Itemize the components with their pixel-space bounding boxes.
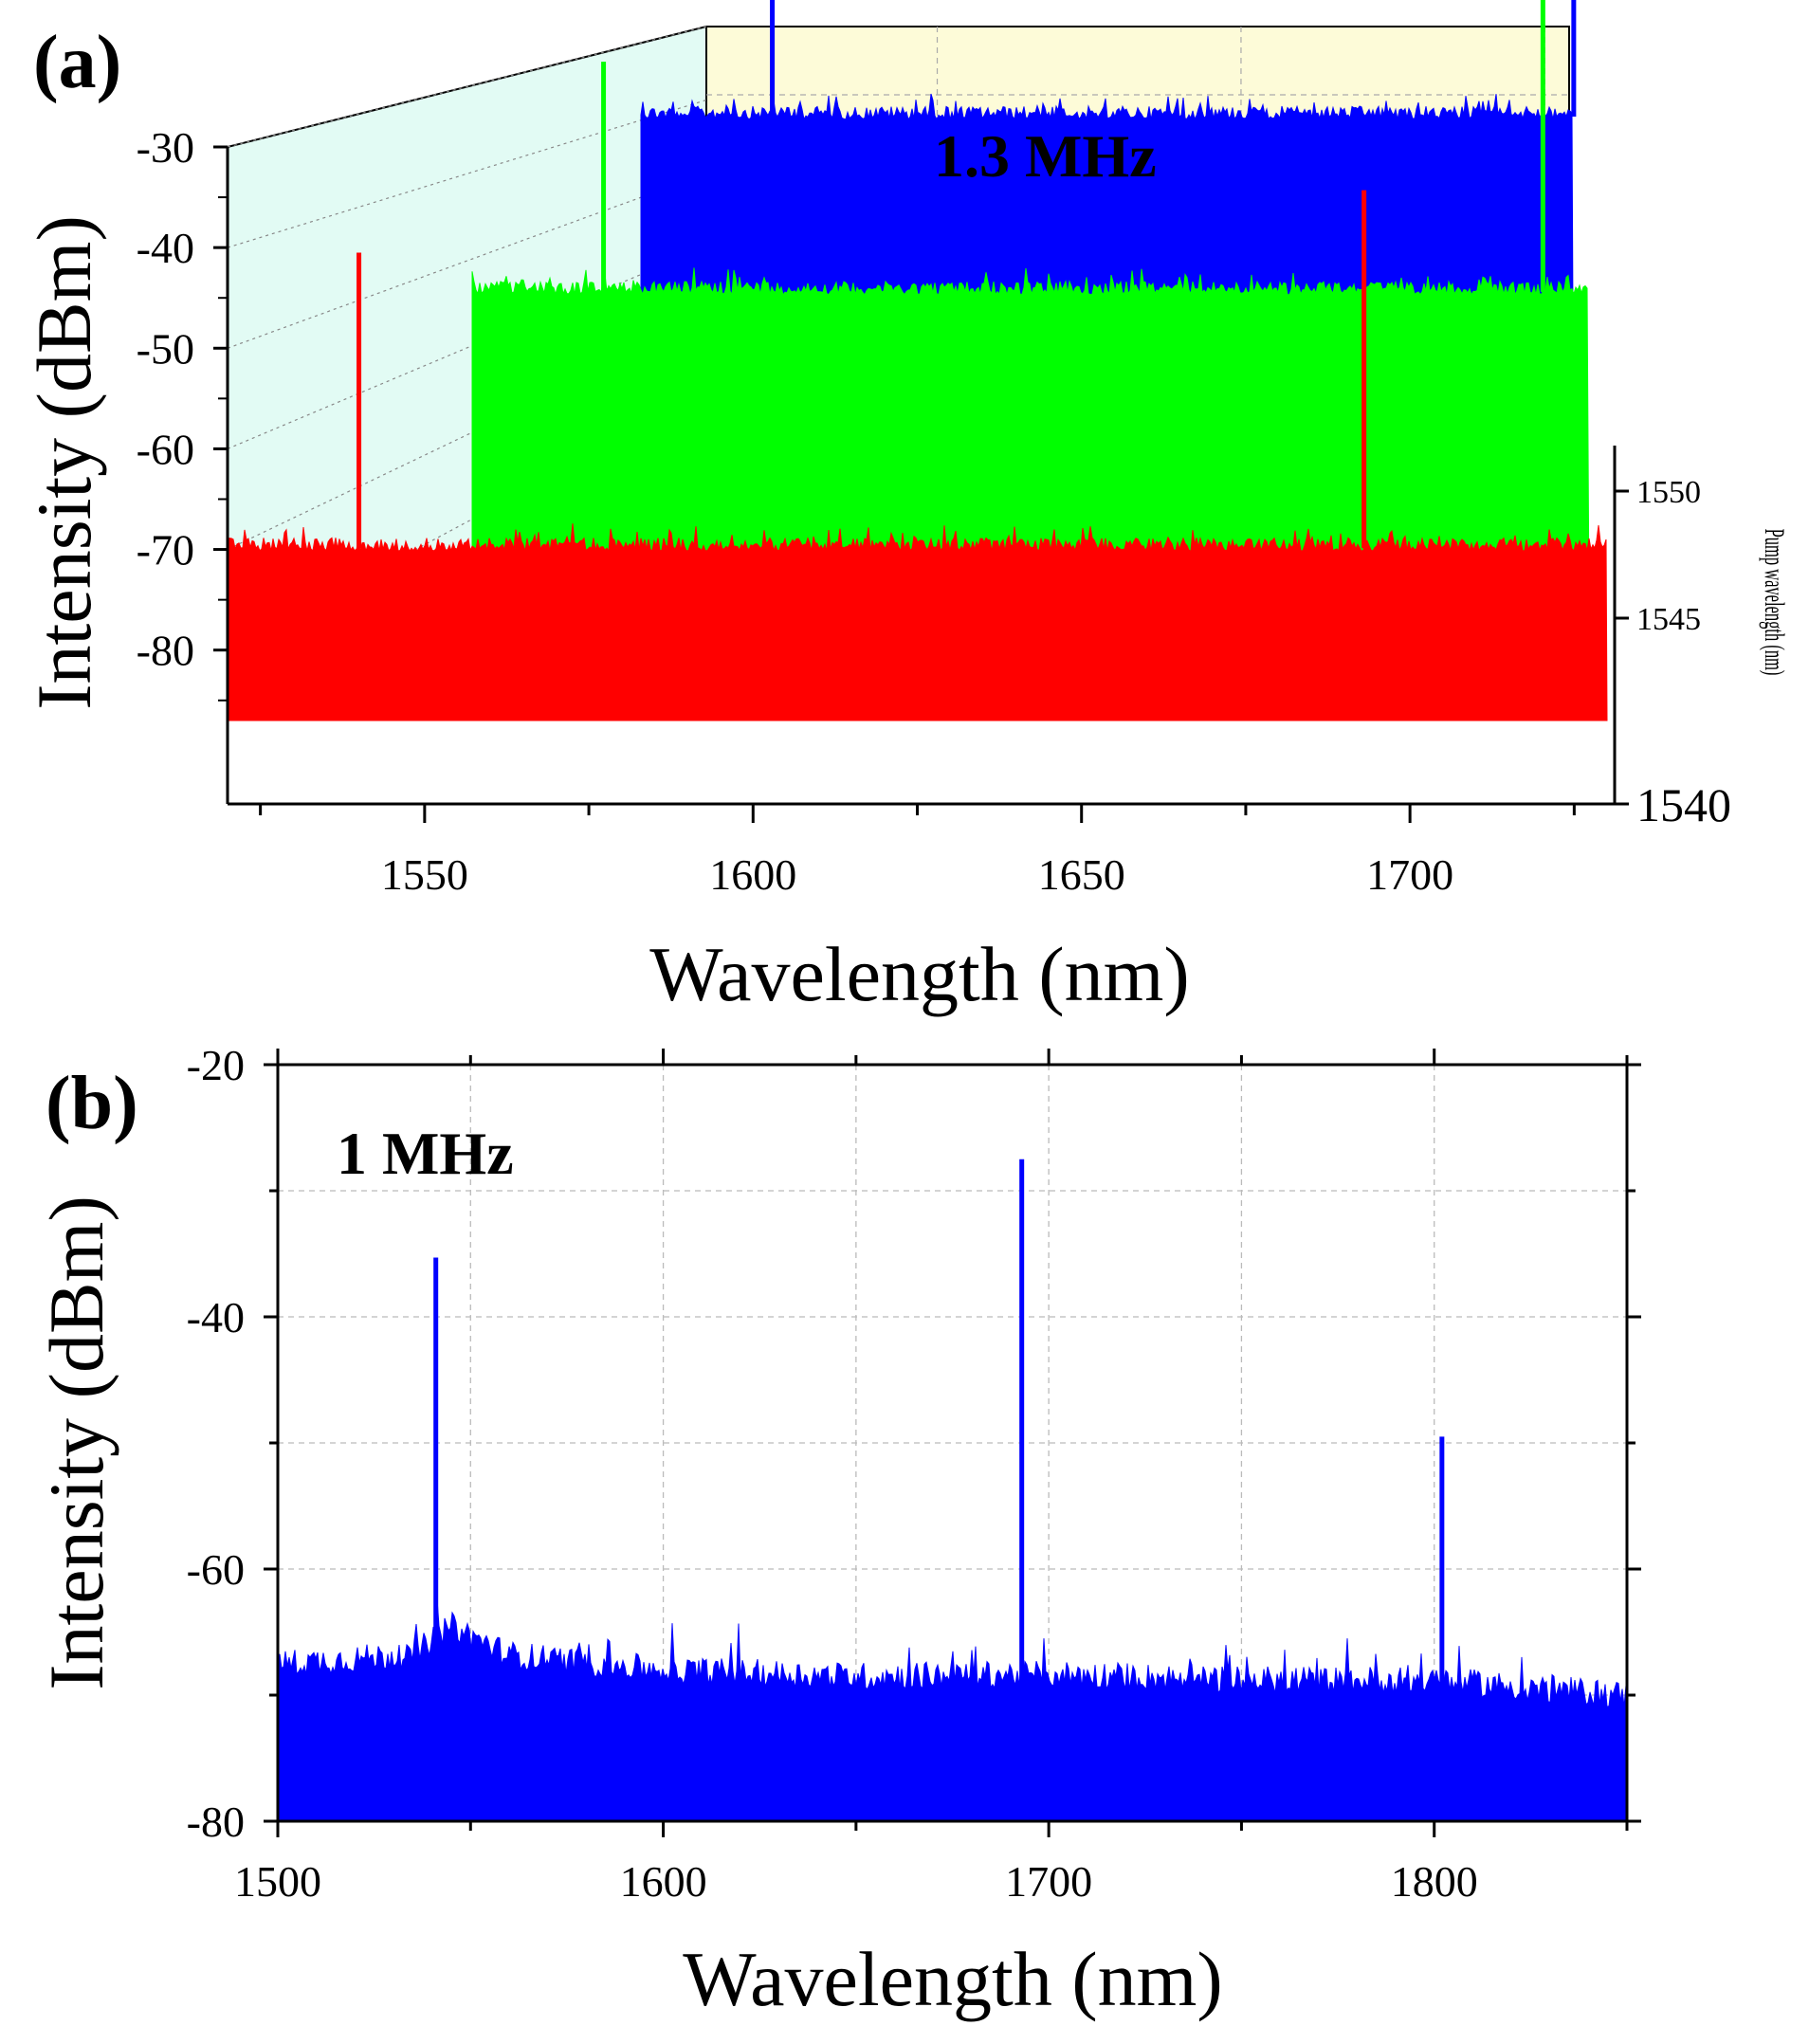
panel-b-axes: -20 -40 -60 -80 1500 1600 1700 1800	[187, 1041, 1641, 1906]
panel-a-label: (a)	[33, 21, 121, 104]
panel-b-series-noise	[277, 1598, 1628, 1822]
panel-b-ytick-label: -40	[187, 1293, 245, 1341]
panel-b-xtick-label: 1600	[620, 1857, 707, 1906]
panel-a-wall-gridline	[227, 173, 707, 349]
panel-b-xtick-label: 1700	[1005, 1857, 1092, 1906]
panel-b-ytick-label: -20	[187, 1041, 245, 1089]
panel-a-xlabel: Wavelength (nm)	[649, 931, 1189, 1017]
panel-b-ytick-label: -80	[187, 1798, 245, 1846]
panel-a-ztick-label: 1550	[1636, 475, 1701, 510]
panel-a-ylabel: Intensity (dBm)	[21, 215, 107, 710]
panel-a-series-1545	[471, 267, 1590, 586]
panel-b-xlabel: Wavelength (nm)	[683, 1936, 1222, 2022]
panel-a-ztick-label: 1540	[1636, 778, 1731, 831]
panel-b-ylabel: Intensity (dBm)	[33, 1195, 119, 1690]
panel-b: -20 -40 -60 -80 1500 1600 1700 1800 (b) 1 MHz W…	[33, 1041, 1641, 2022]
panel-b-annotation: 1 MHz	[337, 1120, 514, 1187]
panel-a-zlabel: Pump wavelength (nm)	[1759, 529, 1790, 676]
panel-a-xtick-label: 1550	[381, 850, 468, 899]
panel-a-wall-gridline	[227, 26, 707, 148]
panel-a-ytick-label: -30	[137, 123, 194, 172]
panel-b-series	[277, 1159, 1628, 1822]
panel-b-xtick-label: 1500	[234, 1857, 321, 1906]
panel-a-ytick-label: -40	[137, 224, 194, 272]
panel-a-ztick-label: 1545	[1636, 602, 1701, 637]
panel-a-axes: -30 -40 -50 -60 -70 -80 1550 1600 1650 1700 1540 15…	[137, 123, 1731, 899]
panel-b-ytick-label: -60	[187, 1545, 245, 1594]
panel-a-xtick-label: 1650	[1038, 850, 1125, 899]
panel-a-ytick-label: -80	[137, 627, 194, 675]
panel-a: -30 -40 -50 -60 -70 -80 1550 1600 1650 1700 1540 15…	[21, 0, 1790, 1017]
panel-a-ytick-label: -70	[137, 526, 194, 575]
panel-a-xtick-label: 1600	[709, 850, 796, 899]
panel-a-ytick-label: -60	[137, 425, 194, 473]
panel-a-wall-gridline	[227, 246, 707, 449]
panel-b-xtick-label: 1800	[1391, 1857, 1478, 1906]
panel-a-xtick-label: 1700	[1366, 850, 1453, 899]
panel-a-series-1540	[227, 523, 1608, 721]
panel-a-wall-gridline	[227, 319, 707, 551]
panel-a-series	[227, 0, 1608, 721]
panel-a-annotation: 1.3 MHz	[934, 122, 1157, 190]
panel-a-ytick-label: -50	[137, 324, 194, 373]
panel-b-label: (b)	[46, 1062, 138, 1145]
